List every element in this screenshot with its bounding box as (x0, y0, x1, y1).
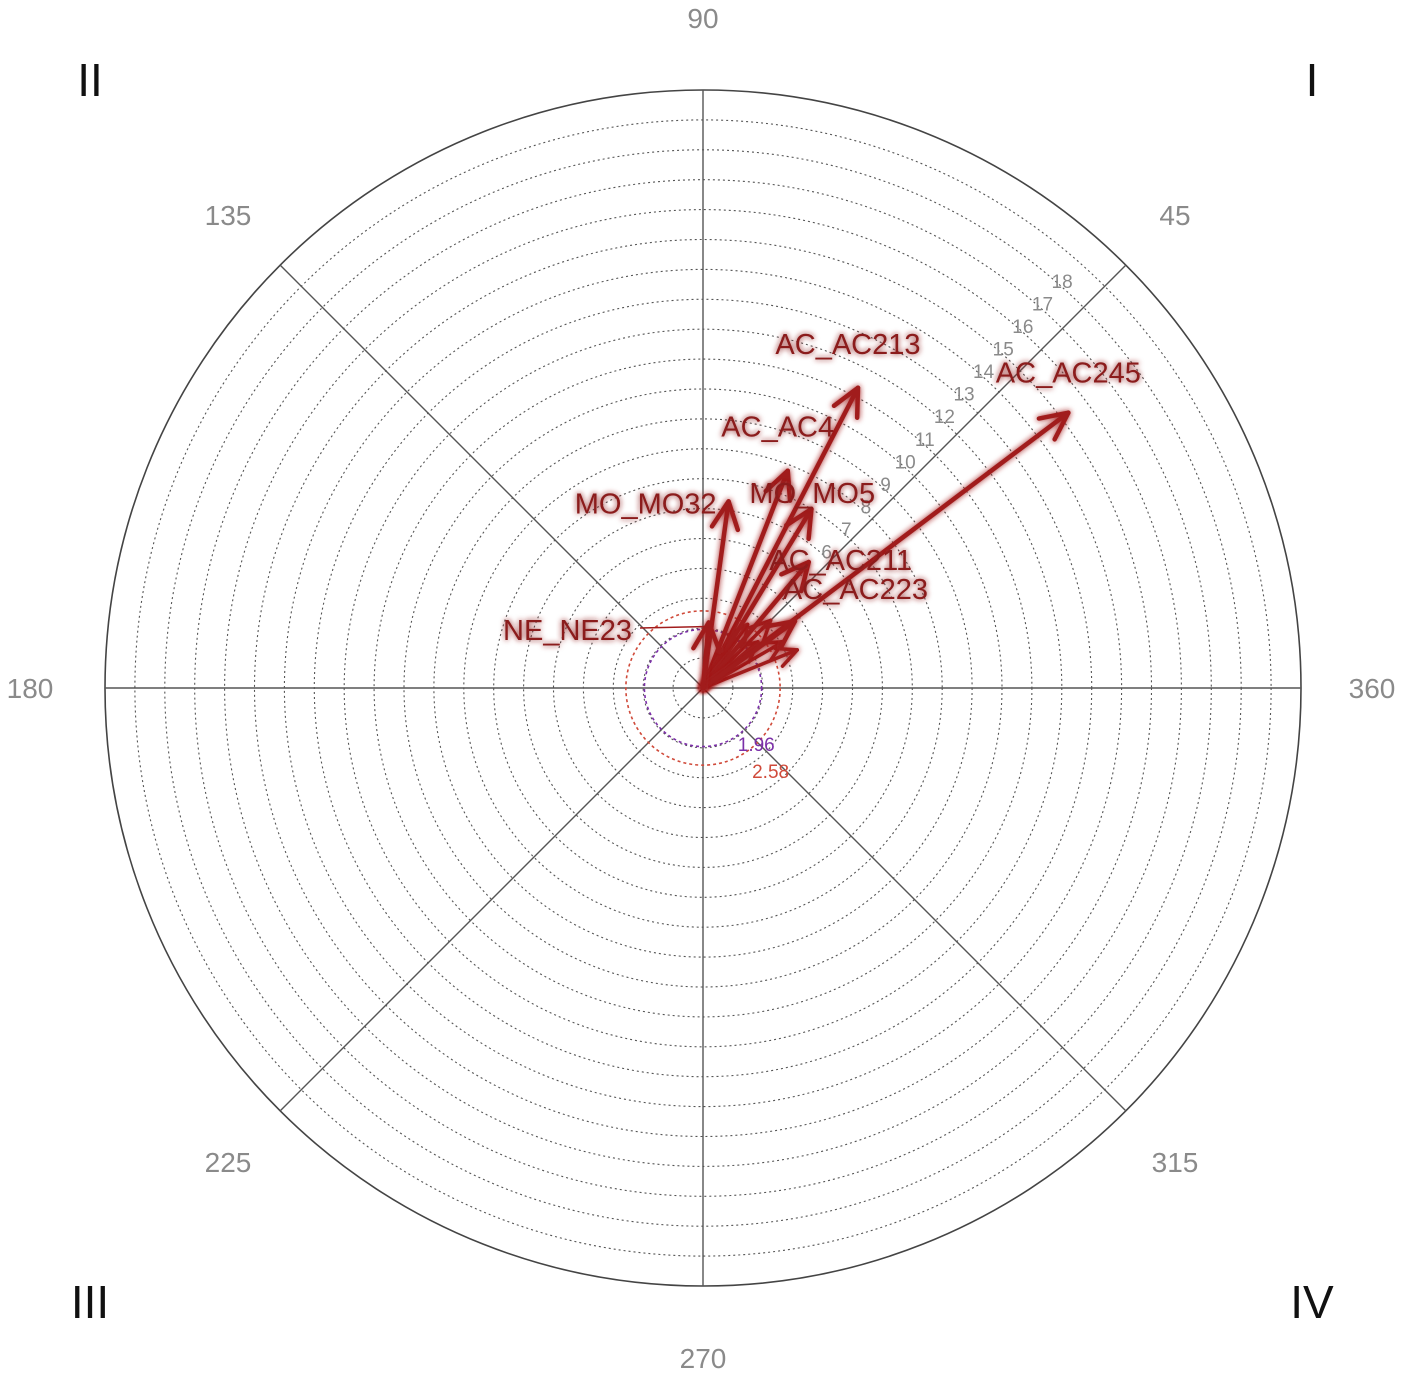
spoke-45 (702, 264, 1127, 689)
spoke-135 (279, 264, 704, 689)
axis-layer (104, 89, 1302, 1287)
vector-MO_MO5 (700, 506, 814, 691)
vector-label-MO_MO32: MO_MO32 (575, 488, 717, 520)
ring-label-16: 16 (1012, 317, 1033, 338)
vector-label-AC_AC213: AC_AC213 (775, 329, 920, 361)
vector-label-AC_AC223: AC_AC223 (783, 574, 928, 606)
spoke-225 (279, 687, 704, 1112)
vector-MO_MO32-head (709, 499, 741, 533)
vector-label-AC_AC4: AC_AC4 (721, 412, 834, 444)
vector-AC_AC223-shaft (700, 618, 798, 691)
ring-label-11: 11 (915, 430, 935, 451)
vector-AC_AC4 (700, 468, 793, 691)
ring-label-9: 9 (880, 475, 891, 496)
ring-label-12: 12 (934, 407, 955, 428)
angle-label-315: 315 (1152, 1147, 1199, 1178)
ring-label-7: 7 (841, 520, 852, 541)
significance-layer (625, 610, 781, 766)
ring-label-14: 14 (973, 362, 995, 383)
vector-AC_AC4-head (763, 468, 793, 503)
vector-AC_AC211 (700, 559, 811, 691)
quadrant-label-I: I (1306, 54, 1319, 106)
vector-NE_NE23-head (691, 620, 722, 653)
vector-layer (639, 385, 1071, 691)
vector-NE_NE23-shaft (700, 620, 711, 691)
minor-vector-2-head (773, 646, 800, 668)
significance-label-2.58: 2.58 (752, 762, 789, 783)
quadrant-label-II: II (77, 54, 103, 106)
spoke-315 (702, 687, 1127, 1112)
vector-label-NE_NE23: NE_NE23 (503, 615, 632, 647)
angle-label-360: 360 (1349, 673, 1396, 704)
vector-AC_AC211-head (779, 559, 811, 594)
minor-vector-4-head (734, 640, 760, 664)
angle-label-225: 225 (205, 1147, 252, 1178)
significance-circle-2.58 (625, 610, 781, 766)
angle-label-45: 45 (1159, 200, 1190, 231)
quadrant-label-III: III (71, 1276, 109, 1328)
vector-AC_AC4-shaft (700, 468, 790, 691)
ring-label-8: 8 (861, 497, 872, 518)
minor-vector-2-shaft (701, 648, 800, 690)
angle-label-90: 90 (687, 3, 718, 34)
ring-label-15: 15 (993, 340, 1014, 361)
minor-vector-2 (701, 646, 800, 690)
vector-AC_AC213-shaft (700, 385, 861, 691)
ring-label-13: 13 (953, 385, 974, 406)
leader-line-NE_NE23 (639, 625, 709, 629)
ring-label-18: 18 (1052, 272, 1073, 293)
quadrant-label-IV: IV (1290, 1276, 1334, 1328)
vector-AC_AC211-shaft (700, 559, 811, 691)
ring-label-10: 10 (895, 452, 916, 473)
vector-MO_MO5-shaft (700, 506, 814, 691)
vector-label-AC_AC245: AC_AC245 (996, 358, 1141, 390)
vector-NE_NE23 (691, 620, 722, 691)
ring-label-17: 17 (1032, 294, 1053, 315)
significance-label-1.96: 1.96 (738, 735, 775, 756)
ring-label-6: 6 (821, 543, 832, 564)
vector-label-AC_AC211: AC_AC211 (769, 545, 912, 577)
significance-circle-1.96 (643, 628, 763, 748)
vector-AC_AC223 (700, 618, 798, 691)
vector-AC_AC245-head (1036, 410, 1071, 442)
vector-MO_MO5-head (784, 506, 814, 542)
vector-label-MO_MO5: MO_MO5 (749, 478, 875, 510)
angle-label-180: 180 (7, 673, 54, 704)
vector-AC_AC213 (700, 385, 861, 691)
vector-AC_AC213-head (831, 385, 861, 421)
angle-label-135: 135 (205, 200, 252, 231)
vector-AC_AC223-head (763, 618, 798, 650)
angle-label-270: 270 (680, 1343, 727, 1373)
